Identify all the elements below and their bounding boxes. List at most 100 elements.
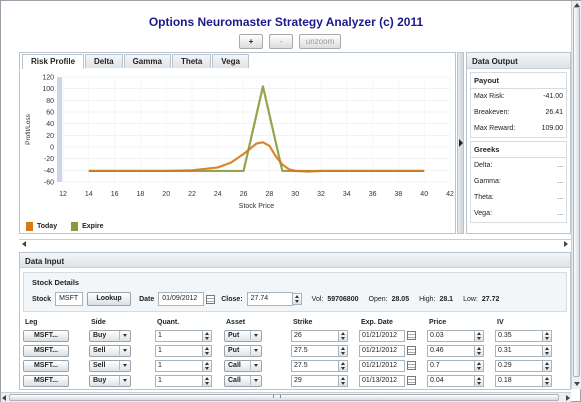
stock-symbol-input[interactable]: MSFT xyxy=(55,292,84,306)
side-dropdown[interactable]: Buy xyxy=(89,329,131,342)
side-dropdown[interactable]: Sell xyxy=(89,359,131,372)
series-line-expire[interactable] xyxy=(88,85,425,173)
strike-input[interactable]: 27.5 xyxy=(291,359,339,372)
expiration-date-input[interactable]: 01/21/2012 xyxy=(359,329,405,342)
strike-stepper-icon[interactable] xyxy=(339,374,348,387)
price-input[interactable]: 0.46 xyxy=(427,344,475,357)
iv-stepper-icon[interactable] xyxy=(543,344,552,357)
price-stepper-icon[interactable] xyxy=(475,359,484,372)
quantity-input[interactable]: 1 xyxy=(155,359,203,372)
collapse-panel-handle[interactable] xyxy=(457,52,464,234)
vertical-scrollbar[interactable] xyxy=(571,1,581,389)
iv-stepper-icon[interactable] xyxy=(543,329,552,342)
chevron-down-icon xyxy=(123,334,127,337)
side-cell: Sell xyxy=(89,344,155,357)
legend-label-expire: Expire xyxy=(82,223,104,230)
horizontal-scrollbar[interactable] xyxy=(1,392,571,402)
quantity-stepper-icon[interactable] xyxy=(203,359,212,372)
legend-item-today[interactable]: Today xyxy=(26,222,57,231)
date-input[interactable]: 01/09/2012 xyxy=(158,292,205,306)
zoom-in-button[interactable]: + xyxy=(239,34,263,49)
price-stepper-icon[interactable] xyxy=(475,344,484,357)
asset-dropdown[interactable]: Call xyxy=(224,359,262,372)
expiration-date-input[interactable]: 01/21/2012 xyxy=(359,359,405,372)
tab-vega[interactable]: Vega xyxy=(212,54,249,68)
leg-cell: MSFT... xyxy=(23,344,89,357)
price-input[interactable]: 0.7 xyxy=(427,359,475,372)
leg-symbol-button[interactable]: MSFT... xyxy=(23,344,69,357)
iv-input[interactable]: 0.31 xyxy=(495,344,543,357)
scroll-left-icon[interactable] xyxy=(2,395,6,401)
iv-stepper-icon[interactable] xyxy=(543,374,552,387)
quantity-input[interactable]: 1 xyxy=(155,374,203,387)
quantity-stepper-icon[interactable] xyxy=(203,374,212,387)
asset-dropdown[interactable]: Put xyxy=(224,329,262,342)
strike-stepper-icon[interactable] xyxy=(339,329,348,342)
unzoom-button[interactable]: unzoom xyxy=(299,34,341,49)
quantity-input[interactable]: 1 xyxy=(155,329,203,342)
leg-symbol-button[interactable]: MSFT... xyxy=(23,329,69,342)
calendar-icon[interactable] xyxy=(407,361,416,370)
quantity-stepper-icon[interactable] xyxy=(203,329,212,342)
tab-risk-profile[interactable]: Risk Profile xyxy=(22,54,85,69)
price-input[interactable]: 0.04 xyxy=(427,374,475,387)
iv-stepper-icon[interactable] xyxy=(543,359,552,372)
strike-input[interactable]: 29 xyxy=(291,374,339,387)
quantity-stepper-icon[interactable] xyxy=(203,344,212,357)
quantity-input[interactable]: 1 xyxy=(155,344,203,357)
calendar-icon[interactable] xyxy=(407,331,416,340)
iv-input[interactable]: 0.18 xyxy=(495,374,543,387)
series-line-today[interactable] xyxy=(88,141,425,173)
tab-theta[interactable]: Theta xyxy=(171,54,212,68)
tab-delta[interactable]: Delta xyxy=(85,54,123,68)
expiration-date-input[interactable]: 01/21/2012 xyxy=(359,344,405,357)
horizontal-scroll-thumb[interactable] xyxy=(9,394,559,401)
chevron-down-icon xyxy=(254,334,258,337)
leg-symbol-button[interactable]: MSFT... xyxy=(23,374,69,387)
y-tick-label: 20 xyxy=(46,133,54,140)
calendar-icon[interactable] xyxy=(407,376,416,385)
legs-table-body: MSFT... Buy 1 Put 26 01/21/2012 0.03 0.35 MSFT..… xyxy=(23,328,567,388)
chevron-down-icon xyxy=(123,379,127,382)
zoom-out-button[interactable]: - xyxy=(269,34,293,49)
close-stepper-icon[interactable] xyxy=(292,293,302,305)
strike-input[interactable]: 27.5 xyxy=(291,344,339,357)
strike-stepper-icon[interactable] xyxy=(339,344,348,357)
strike-input[interactable]: 26 xyxy=(291,329,339,342)
side-dropdown[interactable]: Sell xyxy=(89,344,131,357)
lookup-button[interactable]: Lookup xyxy=(87,292,132,306)
vertical-scroll-thumb[interactable] xyxy=(573,7,580,377)
leg-symbol-button[interactable]: MSFT... xyxy=(23,359,69,372)
risk-profile-chart[interactable]: 120 100 80 60 40 20 0 -20 -40 -60 12 14 16 18 20 22 24 26… xyxy=(20,69,455,219)
asset-value: Put xyxy=(228,331,240,339)
side-dropdown[interactable]: Buy xyxy=(89,374,131,387)
strike-cell: 29 xyxy=(291,374,359,387)
y-tick-label: 120 xyxy=(42,75,54,82)
calendar-icon[interactable] xyxy=(407,346,416,355)
price-input[interactable]: 0.03 xyxy=(427,329,475,342)
x-tick-label: 26 xyxy=(240,191,248,198)
scroll-right-icon[interactable] xyxy=(566,395,570,401)
expiration-date-input[interactable]: 01/13/2012 xyxy=(359,374,405,387)
tab-gamma[interactable]: Gamma xyxy=(123,54,171,68)
asset-dropdown[interactable]: Put xyxy=(224,344,262,357)
x-tick-label: 34 xyxy=(343,191,351,198)
open-label: Open: xyxy=(368,295,388,303)
zoom-toolbar: + - unzoom xyxy=(239,34,341,49)
scroll-left-icon[interactable] xyxy=(22,241,26,247)
strike-stepper-icon[interactable] xyxy=(339,359,348,372)
asset-dropdown[interactable]: Call xyxy=(224,374,262,387)
legend-item-expire[interactable]: Expire xyxy=(71,222,104,231)
scroll-right-icon[interactable] xyxy=(564,241,568,247)
scroll-down-icon[interactable] xyxy=(574,382,580,386)
price-stepper-icon[interactable] xyxy=(475,374,484,387)
calendar-icon[interactable] xyxy=(206,294,216,304)
exp-date-cell: 01/13/2012 xyxy=(359,374,427,387)
splitter-bar[interactable] xyxy=(19,239,571,247)
close-input[interactable]: 27.74 xyxy=(246,292,293,306)
iv-input[interactable]: 0.29 xyxy=(495,359,543,372)
iv-input[interactable]: 0.35 xyxy=(495,329,543,342)
scroll-up-icon[interactable] xyxy=(574,3,580,7)
price-stepper-icon[interactable] xyxy=(475,329,484,342)
dropdown-divider xyxy=(250,331,251,340)
